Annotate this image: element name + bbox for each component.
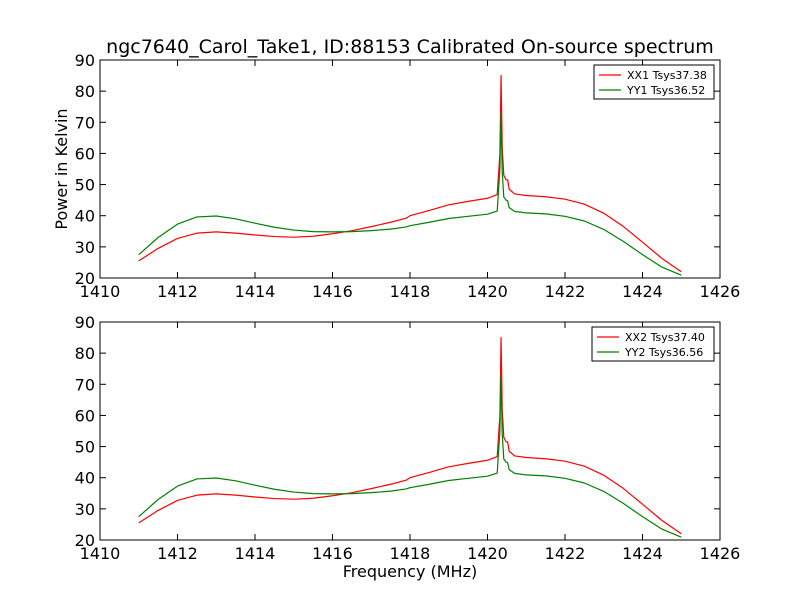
x-tick-label: 1420 <box>467 544 508 563</box>
legend-1: XX1 Tsys37.38 YY1 Tsys36.52 <box>593 64 715 100</box>
legend-box <box>591 326 715 362</box>
legend-box <box>593 64 715 100</box>
x-axis-label: Frequency (MHz) <box>343 562 477 581</box>
x-tick-label: 1412 <box>157 544 198 563</box>
legend-entry: XX2 Tsys37.40 <box>625 331 705 344</box>
subplot-1: 1410 1412 1414 1416 1418 1420 1422 1424 1426 20 30… <box>52 51 740 301</box>
y-tick-label: 30 <box>75 500 95 519</box>
x-tick-label: 1416 <box>312 544 353 563</box>
y-tick-label: 20 <box>75 269 95 288</box>
x-tick-label: 1410 <box>80 282 121 301</box>
series-line-1-2 <box>138 112 682 276</box>
y-tick-label: 70 <box>75 375 95 394</box>
x-tick-label: 1414 <box>235 282 276 301</box>
x-tick-label: 1424 <box>622 544 663 563</box>
y-tick-label: 60 <box>75 406 95 425</box>
x-tick-label: 1418 <box>390 282 431 301</box>
x-tick-label: 1426 <box>700 282 741 301</box>
legend-entry: YY1 Tsys36.52 <box>626 84 705 97</box>
y-tick-label: 40 <box>75 207 95 226</box>
y-tick-label: 90 <box>75 313 95 332</box>
subplots-container: 1410 1412 1414 1416 1418 1420 1422 1424 1426 20 30… <box>52 51 740 581</box>
x-tick-label: 1422 <box>545 282 586 301</box>
x-tick-label: 1418 <box>390 544 431 563</box>
subplot-2: 1410 1412 1414 1416 1418 1420 1422 1424 1426 20 30… <box>75 313 741 581</box>
x-tick-label: 1414 <box>235 544 276 563</box>
x-tick-label: 1410 <box>80 544 121 563</box>
legend-entry: XX1 Tsys37.38 <box>627 69 707 82</box>
y-tick-label: 90 <box>75 51 95 70</box>
legend-entry: YY2 Tsys36.56 <box>624 346 703 359</box>
y-tick-label: 30 <box>75 238 95 257</box>
series-line-2-1 <box>138 336 682 535</box>
y-tick-label: 80 <box>75 82 95 101</box>
x-tick-label: 1422 <box>545 544 586 563</box>
y-tick-label: 60 <box>75 144 95 163</box>
y-tick-label: 70 <box>75 113 95 132</box>
figure-title: ngc7640_Carol_Take1, ID:88153 Calibrated… <box>106 36 714 58</box>
y-tick-label: 50 <box>75 176 95 195</box>
legend-2: XX2 Tsys37.40 YY2 Tsys36.56 <box>591 326 715 362</box>
x-tick-label: 1412 <box>157 282 198 301</box>
y-tick-label: 50 <box>75 438 95 457</box>
x-tick-label: 1424 <box>622 282 663 301</box>
x-tick-label: 1426 <box>700 544 741 563</box>
y-axis-label: Power in Kelvin <box>52 108 71 229</box>
x-tick-label: 1420 <box>467 282 508 301</box>
y-tick-label: 20 <box>75 531 95 550</box>
y-tick-label: 80 <box>75 344 95 363</box>
x-tick-label: 1416 <box>312 282 353 301</box>
y-tick-label: 40 <box>75 469 95 488</box>
series-line-2-2 <box>138 374 682 538</box>
series-line-1-1 <box>138 74 682 273</box>
